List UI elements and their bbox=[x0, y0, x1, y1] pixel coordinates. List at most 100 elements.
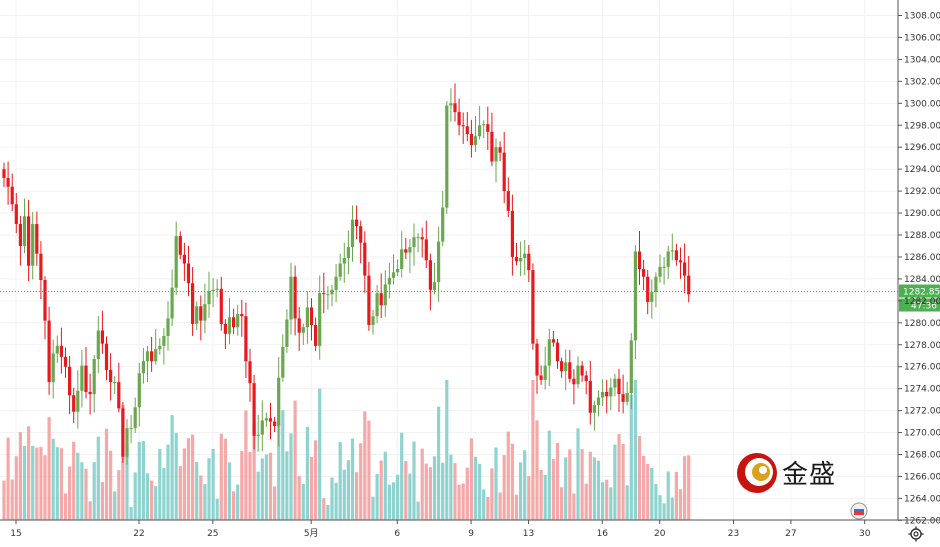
volume-bar bbox=[232, 491, 236, 520]
volume-bar bbox=[338, 442, 342, 520]
candle-body bbox=[465, 126, 469, 135]
candle-body bbox=[244, 316, 248, 362]
volume-bar bbox=[211, 448, 215, 520]
volume-bar bbox=[31, 445, 35, 520]
volume-bar bbox=[334, 482, 338, 520]
volume-bar bbox=[219, 433, 223, 520]
candle-body bbox=[359, 226, 363, 243]
x-tick-label: 20 bbox=[654, 529, 666, 539]
volume-bar bbox=[76, 452, 80, 520]
y-tick-label: 1308.00 bbox=[904, 12, 940, 22]
volume-bar bbox=[486, 496, 490, 520]
y-tick-label: 1290.00 bbox=[904, 209, 940, 219]
candle-body bbox=[596, 397, 601, 406]
volume-bar bbox=[584, 483, 588, 520]
candle-body bbox=[551, 339, 555, 343]
candle-body bbox=[195, 306, 199, 324]
jinsheng-logo-icon bbox=[737, 453, 777, 493]
x-tick-label: 9 bbox=[468, 529, 474, 539]
candle-body bbox=[170, 287, 174, 319]
volume-bar bbox=[609, 487, 613, 520]
candle-body bbox=[342, 258, 346, 264]
volume-bar bbox=[100, 482, 104, 520]
volume-bar bbox=[18, 432, 22, 520]
volume-bar bbox=[457, 484, 461, 520]
volume-bar bbox=[404, 461, 408, 520]
candle-body bbox=[14, 204, 18, 225]
candle-body bbox=[564, 362, 568, 372]
volume-bar bbox=[240, 451, 244, 520]
candle-body bbox=[473, 136, 478, 146]
volume-bar bbox=[322, 498, 326, 520]
candle-body bbox=[547, 339, 551, 366]
volume-bar bbox=[326, 504, 330, 520]
volume-bar bbox=[383, 451, 387, 520]
volume-bar bbox=[55, 447, 59, 520]
candle-body bbox=[482, 124, 486, 126]
candle-body bbox=[39, 253, 43, 280]
volume-bar bbox=[191, 434, 195, 520]
volume-bar bbox=[408, 473, 412, 520]
volume-bar bbox=[547, 430, 551, 520]
volume-bar bbox=[437, 406, 441, 520]
volume-bar bbox=[330, 477, 334, 520]
volume-bar bbox=[96, 436, 100, 520]
candle-body bbox=[432, 282, 437, 290]
candle-body bbox=[617, 378, 621, 395]
volume-bar bbox=[158, 448, 162, 520]
volume-bar bbox=[666, 471, 670, 520]
time-axis[interactable]: 15 22 25 5月 6 9 13 16 20 23 27 30 bbox=[0, 519, 940, 539]
volume-bar bbox=[260, 458, 264, 520]
candle-body bbox=[293, 276, 297, 319]
candle-body bbox=[104, 343, 109, 370]
candle-body bbox=[654, 276, 658, 293]
volume-bar bbox=[441, 462, 445, 520]
volume-bar bbox=[498, 492, 502, 520]
candle-body bbox=[72, 395, 76, 412]
volume-bar bbox=[63, 493, 68, 520]
candle-body bbox=[211, 289, 215, 291]
candle-body bbox=[318, 293, 322, 346]
candle-body bbox=[400, 249, 404, 270]
volume-bar bbox=[43, 455, 47, 520]
x-tick-label: 15 bbox=[10, 529, 21, 539]
volume-bar bbox=[580, 449, 584, 520]
candle-body bbox=[215, 288, 219, 290]
volume-bar bbox=[658, 495, 662, 520]
volume-bar bbox=[166, 444, 170, 520]
candle-body bbox=[355, 219, 359, 227]
candle-body bbox=[6, 177, 10, 187]
candle-body bbox=[363, 242, 367, 276]
y-tick-label: 1292.00 bbox=[904, 187, 940, 197]
candle-body bbox=[445, 105, 449, 208]
candle-body bbox=[55, 345, 59, 354]
volume-bar bbox=[478, 463, 482, 520]
volume-bar bbox=[346, 460, 350, 520]
candle-body bbox=[322, 293, 326, 295]
candle-body bbox=[408, 247, 412, 253]
candle-body bbox=[662, 266, 666, 268]
volume-bar bbox=[264, 454, 268, 520]
x-tick-label: 22 bbox=[133, 529, 144, 539]
gear-icon[interactable] bbox=[908, 526, 924, 542]
volume-bar bbox=[6, 437, 10, 520]
candle-body bbox=[568, 362, 572, 379]
price-axis[interactable]: 1308.00 1306.00 1304.00 1302.00 1300.00 1298.… bbox=[897, 0, 940, 526]
volume-bar bbox=[133, 472, 137, 520]
candle-body bbox=[420, 237, 424, 240]
volume-bar bbox=[178, 466, 182, 520]
volume-bar bbox=[473, 456, 478, 520]
candle-body bbox=[523, 253, 527, 259]
candle-body bbox=[59, 345, 63, 357]
volume-bar bbox=[88, 501, 92, 520]
candle-body bbox=[117, 382, 121, 409]
candle-body bbox=[84, 365, 88, 392]
volume-bar bbox=[445, 380, 449, 520]
volume-bar bbox=[59, 448, 63, 520]
candle-body bbox=[383, 284, 387, 306]
candle-body bbox=[133, 407, 137, 429]
volume-bar bbox=[236, 484, 240, 520]
news-flag-icon[interactable] bbox=[850, 502, 868, 520]
